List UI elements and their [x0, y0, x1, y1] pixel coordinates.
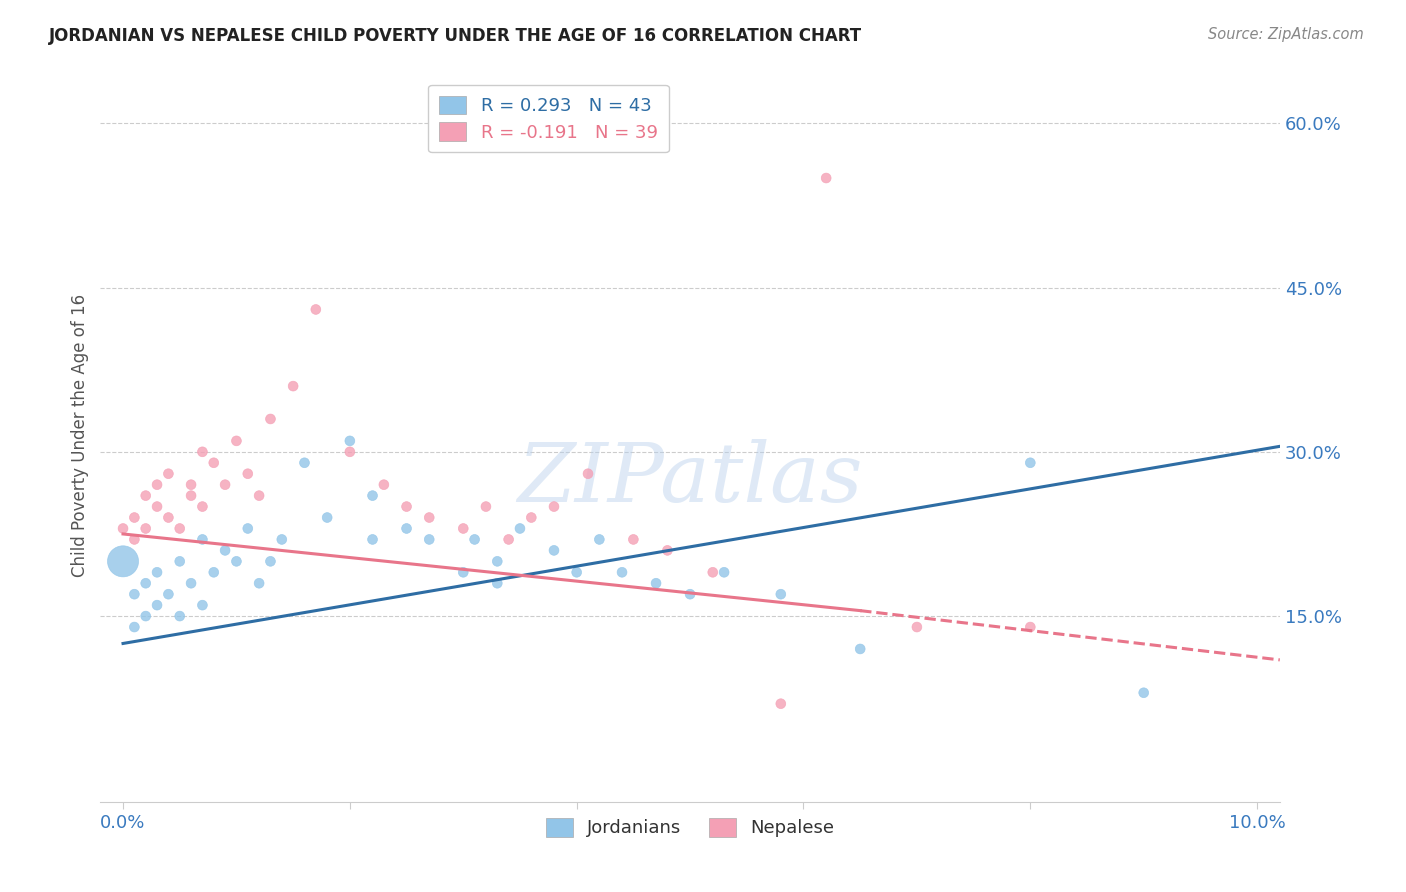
Point — [361, 533, 384, 547]
Point — [225, 554, 247, 568]
Point — [146, 500, 169, 514]
Point — [247, 489, 270, 503]
Point — [180, 576, 202, 591]
Point — [180, 489, 202, 503]
Point — [702, 566, 724, 580]
Point — [815, 171, 838, 186]
Point — [191, 598, 214, 612]
Point — [259, 412, 281, 426]
Point — [418, 533, 440, 547]
Point — [316, 510, 339, 524]
Point — [451, 521, 474, 535]
Point — [191, 445, 214, 459]
Point — [475, 500, 498, 514]
Point — [621, 533, 644, 547]
Point — [124, 620, 146, 634]
Point — [180, 477, 202, 491]
Point — [395, 521, 418, 535]
Point — [124, 587, 146, 601]
Point — [486, 576, 509, 591]
Point — [202, 456, 225, 470]
Point — [361, 489, 384, 503]
Point — [769, 587, 792, 601]
Point — [225, 434, 247, 448]
Point — [169, 554, 191, 568]
Point — [236, 521, 259, 535]
Point — [146, 566, 169, 580]
Point — [191, 533, 214, 547]
Point — [202, 566, 225, 580]
Point — [157, 587, 180, 601]
Point — [270, 533, 292, 547]
Point — [713, 566, 735, 580]
Point — [1019, 620, 1042, 634]
Point — [191, 500, 214, 514]
Point — [486, 554, 509, 568]
Point — [124, 510, 146, 524]
Point — [135, 576, 157, 591]
Point — [339, 434, 361, 448]
Point — [509, 521, 531, 535]
Point — [169, 521, 191, 535]
Point — [610, 566, 633, 580]
Point — [135, 521, 157, 535]
Point — [157, 510, 180, 524]
Point — [294, 456, 316, 470]
Point — [588, 533, 610, 547]
Point — [451, 566, 474, 580]
Point — [1019, 456, 1042, 470]
Point — [146, 598, 169, 612]
Point — [645, 576, 668, 591]
Point — [169, 609, 191, 624]
Legend: Jordanians, Nepalese: Jordanians, Nepalese — [538, 811, 842, 845]
Point — [849, 642, 872, 657]
Point — [1132, 686, 1154, 700]
Point — [395, 500, 418, 514]
Point — [112, 554, 135, 568]
Point — [157, 467, 180, 481]
Point — [214, 543, 236, 558]
Point — [576, 467, 599, 481]
Point — [339, 445, 361, 459]
Point — [305, 302, 328, 317]
Point — [905, 620, 928, 634]
Point — [373, 477, 395, 491]
Point — [124, 533, 146, 547]
Point — [146, 477, 169, 491]
Point — [259, 554, 281, 568]
Point — [236, 467, 259, 481]
Text: Source: ZipAtlas.com: Source: ZipAtlas.com — [1208, 27, 1364, 42]
Point — [543, 543, 565, 558]
Point — [418, 510, 440, 524]
Point — [565, 566, 588, 580]
Point — [135, 609, 157, 624]
Point — [464, 533, 486, 547]
Point — [520, 510, 543, 524]
Point — [657, 543, 679, 558]
Point — [135, 489, 157, 503]
Y-axis label: Child Poverty Under the Age of 16: Child Poverty Under the Age of 16 — [72, 293, 89, 577]
Point — [679, 587, 702, 601]
Point — [112, 521, 135, 535]
Point — [498, 533, 520, 547]
Point — [769, 697, 792, 711]
Point — [281, 379, 304, 393]
Point — [247, 576, 270, 591]
Text: ZIPatlas: ZIPatlas — [517, 440, 863, 519]
Point — [214, 477, 236, 491]
Point — [543, 500, 565, 514]
Text: JORDANIAN VS NEPALESE CHILD POVERTY UNDER THE AGE OF 16 CORRELATION CHART: JORDANIAN VS NEPALESE CHILD POVERTY UNDE… — [49, 27, 862, 45]
